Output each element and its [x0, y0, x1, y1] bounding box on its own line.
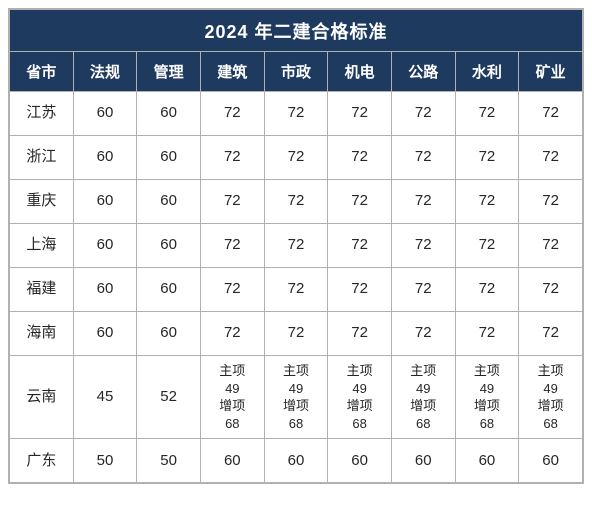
score-cell: 72 — [391, 224, 455, 268]
score-cell: 72 — [328, 312, 392, 356]
score-cell: 60 — [137, 180, 201, 224]
score-cell: 60 — [73, 92, 137, 136]
score-cell: 72 — [391, 268, 455, 312]
score-cell: 60 — [391, 439, 455, 483]
score-cell: 主项49增项68 — [328, 356, 392, 439]
score-cell: 72 — [264, 312, 328, 356]
score-cell: 50 — [137, 439, 201, 483]
score-cell: 72 — [264, 92, 328, 136]
score-cell: 72 — [455, 312, 519, 356]
table-row: 福建6060727272727272 — [10, 268, 583, 312]
score-cell: 72 — [200, 92, 264, 136]
score-cell: 72 — [264, 180, 328, 224]
column-header: 水利 — [455, 52, 519, 92]
province-cell: 上海 — [10, 224, 74, 268]
score-cell: 72 — [200, 268, 264, 312]
score-cell: 60 — [137, 312, 201, 356]
title-row: 2024 年二建合格标准 — [10, 10, 583, 52]
province-cell: 海南 — [10, 312, 74, 356]
score-cell: 72 — [328, 92, 392, 136]
score-cell: 72 — [519, 312, 583, 356]
score-cell: 72 — [391, 312, 455, 356]
standards-table: 2024 年二建合格标准 省市法规管理建筑市政机电公路水利矿业 江苏606072… — [9, 9, 583, 483]
standards-table-container: 2024 年二建合格标准 省市法规管理建筑市政机电公路水利矿业 江苏606072… — [8, 8, 584, 484]
score-cell: 主项49增项68 — [519, 356, 583, 439]
score-cell: 50 — [73, 439, 137, 483]
score-cell: 60 — [455, 439, 519, 483]
score-cell: 60 — [519, 439, 583, 483]
table-row: 上海6060727272727272 — [10, 224, 583, 268]
score-cell: 52 — [137, 356, 201, 439]
column-header: 机电 — [328, 52, 392, 92]
score-cell: 72 — [455, 268, 519, 312]
score-cell: 72 — [264, 224, 328, 268]
province-cell: 云南 — [10, 356, 74, 439]
score-cell: 60 — [137, 268, 201, 312]
score-cell: 72 — [391, 180, 455, 224]
score-cell: 72 — [455, 180, 519, 224]
table-title: 2024 年二建合格标准 — [10, 10, 583, 52]
score-cell: 72 — [519, 224, 583, 268]
score-cell: 60 — [73, 312, 137, 356]
table-row: 广东5050606060606060 — [10, 439, 583, 483]
score-cell: 72 — [328, 180, 392, 224]
score-cell: 72 — [391, 92, 455, 136]
score-cell: 72 — [328, 224, 392, 268]
score-cell: 72 — [200, 224, 264, 268]
column-header: 管理 — [137, 52, 201, 92]
table-head: 2024 年二建合格标准 省市法规管理建筑市政机电公路水利矿业 — [10, 10, 583, 92]
header-row: 省市法规管理建筑市政机电公路水利矿业 — [10, 52, 583, 92]
score-cell: 72 — [455, 92, 519, 136]
column-header: 公路 — [391, 52, 455, 92]
score-cell: 72 — [328, 136, 392, 180]
score-cell: 主项49增项68 — [200, 356, 264, 439]
score-cell: 72 — [328, 268, 392, 312]
table-body: 江苏6060727272727272浙江6060727272727272重庆60… — [10, 92, 583, 483]
score-cell: 60 — [200, 439, 264, 483]
score-cell: 60 — [137, 224, 201, 268]
table-row: 云南4552主项49增项68主项49增项68主项49增项68主项49增项68主项… — [10, 356, 583, 439]
score-cell: 72 — [519, 268, 583, 312]
province-cell: 江苏 — [10, 92, 74, 136]
score-cell: 60 — [73, 224, 137, 268]
score-cell: 60 — [73, 268, 137, 312]
score-cell: 72 — [455, 136, 519, 180]
column-header: 市政 — [264, 52, 328, 92]
column-header: 建筑 — [200, 52, 264, 92]
column-header: 省市 — [10, 52, 74, 92]
score-cell: 72 — [264, 136, 328, 180]
score-cell: 72 — [519, 92, 583, 136]
table-row: 海南6060727272727272 — [10, 312, 583, 356]
score-cell: 主项49增项68 — [455, 356, 519, 439]
table-row: 重庆6060727272727272 — [10, 180, 583, 224]
score-cell: 60 — [73, 180, 137, 224]
score-cell: 60 — [137, 136, 201, 180]
province-cell: 浙江 — [10, 136, 74, 180]
score-cell: 60 — [264, 439, 328, 483]
score-cell: 72 — [200, 312, 264, 356]
score-cell: 72 — [519, 136, 583, 180]
score-cell: 60 — [73, 136, 137, 180]
score-cell: 72 — [455, 224, 519, 268]
province-cell: 福建 — [10, 268, 74, 312]
score-cell: 60 — [137, 92, 201, 136]
score-cell: 主项49增项68 — [264, 356, 328, 439]
score-cell: 72 — [264, 268, 328, 312]
score-cell: 72 — [200, 136, 264, 180]
score-cell: 72 — [200, 180, 264, 224]
table-row: 江苏6060727272727272 — [10, 92, 583, 136]
column-header: 矿业 — [519, 52, 583, 92]
province-cell: 广东 — [10, 439, 74, 483]
score-cell: 主项49增项68 — [391, 356, 455, 439]
table-row: 浙江6060727272727272 — [10, 136, 583, 180]
column-header: 法规 — [73, 52, 137, 92]
province-cell: 重庆 — [10, 180, 74, 224]
score-cell: 45 — [73, 356, 137, 439]
score-cell: 72 — [391, 136, 455, 180]
score-cell: 72 — [519, 180, 583, 224]
score-cell: 60 — [328, 439, 392, 483]
